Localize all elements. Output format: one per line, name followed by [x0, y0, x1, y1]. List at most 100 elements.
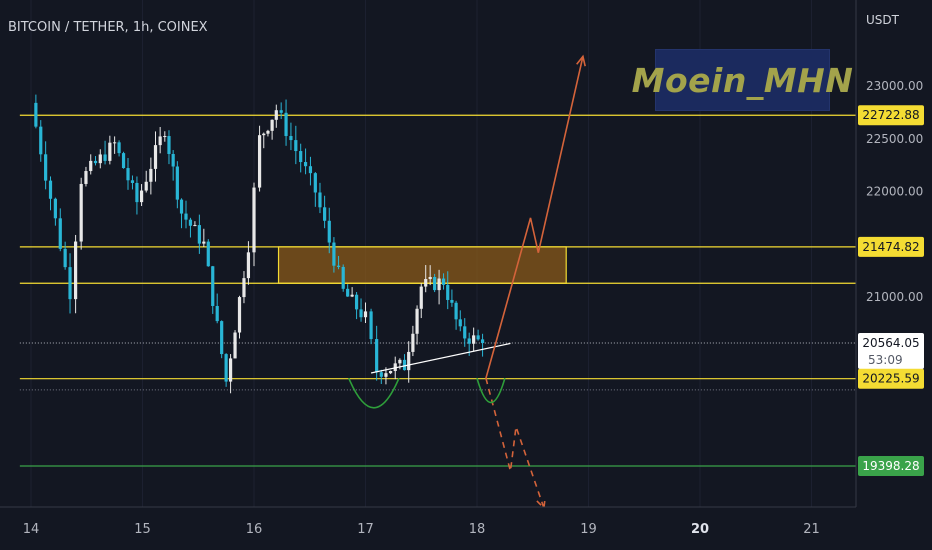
candle-body [74, 241, 78, 300]
candle-body [379, 372, 383, 377]
candle-body [299, 151, 303, 163]
candle-body [480, 339, 485, 343]
price-tick-label: 23000.00 [866, 79, 923, 93]
candle-body [63, 248, 67, 268]
time-tick-label: 14 [23, 522, 40, 537]
candle-body [228, 358, 233, 382]
candle-body [327, 220, 331, 243]
candle-body [398, 359, 402, 364]
candle-body [458, 319, 462, 327]
candle-body [437, 278, 441, 291]
time-tick-label: 18 [469, 522, 486, 537]
price-unit: USDT [866, 13, 899, 27]
candle-body [274, 110, 278, 120]
candle-body [158, 136, 162, 146]
candle-body [359, 309, 363, 318]
candle-body [313, 173, 317, 193]
price-tag-label: 19398.28 [862, 459, 919, 473]
price-tag-label: 22722.88 [862, 108, 919, 122]
trend-line [370, 342, 511, 374]
resistance-zone [277, 246, 567, 284]
candle-body [193, 225, 197, 227]
price-tag-label: 20564.05 [862, 336, 919, 350]
candle-body [384, 373, 388, 377]
candle-body [39, 126, 43, 155]
candle-body [463, 326, 467, 339]
candle-body [257, 135, 262, 188]
candle-body [446, 284, 450, 300]
candle-body [113, 142, 117, 144]
candle-body [179, 199, 184, 214]
candle-body [184, 213, 188, 220]
zone-rect [277, 246, 567, 284]
candle-body [206, 241, 210, 267]
price-tag [858, 236, 924, 257]
candle-body [153, 145, 158, 169]
candle-body [89, 160, 93, 172]
candle-body [93, 160, 98, 164]
candle-body [388, 371, 393, 374]
time-tick-label: 17 [357, 522, 374, 537]
candle-body [53, 198, 57, 219]
candle-body [163, 136, 167, 138]
time-tick-label: 15 [134, 522, 151, 537]
author-watermark: Moein_MHN [632, 49, 853, 111]
time-axis-panel [0, 507, 932, 550]
candle-body [233, 332, 237, 359]
candle-body [308, 166, 313, 174]
candle-body [103, 154, 107, 161]
candle-body [144, 181, 148, 191]
candle-body [242, 278, 246, 298]
candle-body [171, 153, 175, 167]
candle-body [323, 207, 327, 221]
candle-body [246, 252, 251, 279]
candle-body [266, 130, 270, 134]
candle-body [121, 153, 126, 169]
countdown-label: 53:09 [868, 353, 903, 367]
price-tick-label: 21000.00 [866, 290, 923, 304]
drawings [348, 54, 586, 510]
candle-body [224, 354, 228, 382]
time-tick-label: 20 [691, 522, 709, 537]
candle-body [34, 102, 38, 127]
chart-title: BITCOIN / TETHER, 1h, COINEX [8, 20, 208, 35]
candle-body [237, 297, 242, 333]
candle-body [407, 351, 411, 371]
time-axis-labels: 14 15 16 17 18 19 20 21 [23, 522, 820, 537]
candle-body [149, 168, 153, 182]
candle-body [363, 311, 368, 318]
candle-body [375, 339, 379, 373]
candle-body [68, 267, 72, 300]
candle-body [284, 112, 288, 137]
candle-body [126, 168, 130, 181]
price-axis-labels: 23000.00 22500.00 22000.00 21000.00 [866, 79, 923, 304]
candle-body [202, 241, 206, 244]
candle-body [472, 335, 476, 344]
candle-body [117, 142, 121, 154]
price-tags: 22722.88 21474.82 20564.05 53:09 20225.59 193… [858, 105, 924, 476]
price-tag [858, 105, 924, 126]
candle-body [441, 278, 446, 285]
bullish-arrowhead [576, 54, 586, 67]
candle-body [476, 335, 480, 340]
candle-body [318, 192, 322, 208]
candle-body [419, 286, 423, 309]
bearish-arrowhead [536, 497, 546, 510]
candle-body [433, 277, 437, 291]
candle-body [58, 218, 62, 249]
price-tag [858, 368, 924, 389]
candle-body [215, 305, 219, 322]
candle-body [262, 133, 266, 136]
candle-body [402, 359, 407, 371]
candle-body [289, 136, 293, 141]
candle-body [175, 166, 179, 200]
candle-body [108, 142, 112, 161]
time-tick-label: 19 [580, 522, 597, 537]
price-tick-label: 22000.00 [866, 185, 923, 199]
candle-body [48, 180, 53, 199]
candle-body [369, 311, 373, 340]
candle-body [428, 277, 432, 280]
candle-body [167, 136, 171, 154]
bullish-projection [485, 56, 584, 379]
